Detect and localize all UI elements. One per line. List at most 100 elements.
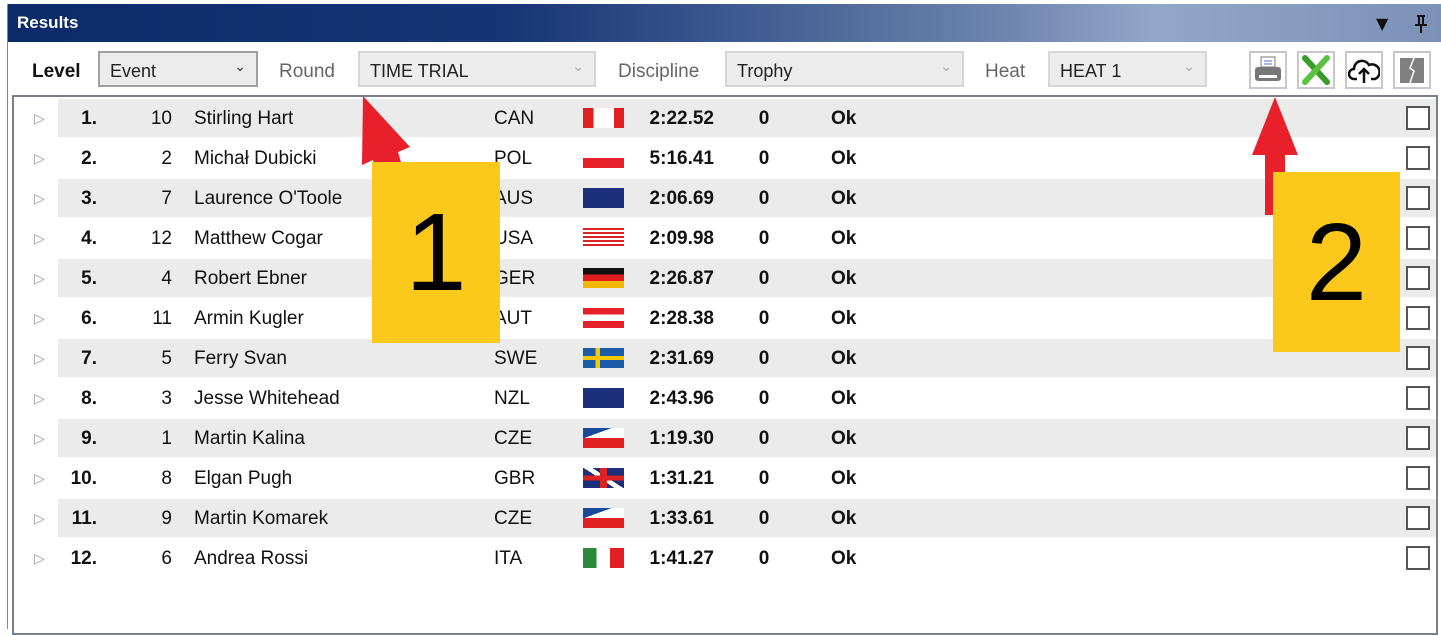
penalty: 0 [758, 188, 770, 209]
country-code: POL [494, 148, 533, 169]
expand-row-icon[interactable]: ▷ [34, 150, 45, 166]
penalty: 0 [758, 308, 770, 329]
excel-icon [1302, 55, 1330, 85]
athlete-name: Elgan Pugh [194, 468, 293, 489]
result-time: 5:16.41 [649, 148, 714, 169]
row-checkbox[interactable] [1406, 346, 1430, 370]
status: Ok [831, 548, 857, 569]
expand-row-icon[interactable]: ▷ [34, 470, 45, 486]
window-title: Results [17, 13, 79, 32]
expand-row-icon[interactable]: ▷ [34, 510, 45, 526]
expand-row-icon[interactable]: ▷ [34, 310, 45, 326]
bib-number: 3 [161, 388, 172, 409]
expand-row-icon[interactable]: ▷ [34, 270, 45, 286]
rank: 9. [81, 428, 97, 449]
penalty: 0 [758, 508, 770, 529]
upload-button[interactable] [1345, 51, 1383, 89]
disconnect-button[interactable] [1393, 51, 1431, 89]
rank: 5. [81, 268, 97, 289]
athlete-name: Ferry Svan [194, 348, 287, 369]
row-checkbox[interactable] [1406, 466, 1430, 490]
cloud-upload-icon [1348, 59, 1380, 83]
row-background [58, 259, 1436, 297]
row-checkbox[interactable] [1406, 386, 1430, 410]
export-excel-button[interactable] [1297, 51, 1335, 89]
dropdown-triangle-icon[interactable]: ▼ [1376, 14, 1389, 33]
country-code: AUT [494, 308, 532, 329]
bib-number: 1 [161, 428, 172, 449]
table-row[interactable]: ▷ 12. 6 Andrea Rossi ITA 1:41.27 0 Ok [14, 538, 1436, 578]
penalty: 0 [758, 348, 770, 369]
table-row[interactable]: ▷ 1. 10 Stirling Hart CAN 2:22.52 0 Ok [14, 98, 1436, 138]
chevron-down-icon: ⌄ [572, 58, 584, 74]
level-dropdown[interactable]: Event ⌄ [98, 51, 258, 87]
athlete-name: Stirling Hart [194, 108, 294, 129]
expand-row-icon[interactable]: ▷ [34, 190, 45, 206]
chevron-down-icon: ⌄ [1183, 58, 1195, 74]
row-checkbox[interactable] [1406, 426, 1430, 450]
table-row[interactable]: ▷ 2. 2 Michał Dubicki POL 5:16.41 0 Ok [14, 138, 1436, 178]
row-checkbox[interactable] [1406, 546, 1430, 570]
table-row[interactable]: ▷ 3. 7 Laurence O'Toole AUS 2:06.69 0 Ok [14, 178, 1436, 218]
table-row[interactable]: ▷ 7. 5 Ferry Svan SWE 2:31.69 0 Ok [14, 338, 1436, 378]
bib-number: 10 [150, 108, 172, 129]
print-button[interactable] [1249, 51, 1287, 89]
country-code: NZL [494, 388, 530, 409]
penalty: 0 [758, 548, 770, 569]
flag-cze-icon [583, 428, 624, 448]
flag-swe-icon [583, 348, 624, 368]
table-row[interactable]: ▷ 9. 1 Martin Kalina CZE 1:19.30 0 Ok [14, 418, 1436, 458]
expand-row-icon[interactable]: ▷ [34, 110, 45, 126]
rank: 1. [81, 108, 97, 129]
annotation-label-2: 2 [1273, 172, 1400, 352]
table-row[interactable]: ▷ 10. 8 Elgan Pugh GBR 1:31.21 0 Ok [14, 458, 1436, 498]
table-row[interactable]: ▷ 4. 12 Matthew Cogar USA 2:09.98 0 Ok [14, 218, 1436, 258]
country-code: GBR [494, 468, 536, 489]
rank: 10. [70, 468, 97, 489]
country-code: USA [494, 228, 534, 249]
bib-number: 9 [161, 508, 172, 529]
bib-number: 6 [161, 548, 172, 569]
pin-icon[interactable] [1413, 14, 1429, 38]
round-dropdown[interactable]: TIME TRIAL ⌄ [358, 51, 596, 87]
athlete-name: Martin Komarek [194, 508, 329, 529]
rank: 12. [70, 548, 97, 569]
penalty: 0 [758, 388, 770, 409]
table-row[interactable]: ▷ 5. 4 Robert Ebner GER 2:26.87 0 Ok [14, 258, 1436, 298]
expand-row-icon[interactable]: ▷ [34, 350, 45, 366]
expand-row-icon[interactable]: ▷ [34, 390, 45, 406]
title-bar: Results ▼ [8, 4, 1441, 42]
heat-dropdown[interactable]: HEAT 1 ⌄ [1048, 51, 1207, 87]
status: Ok [831, 148, 857, 169]
row-checkbox[interactable] [1406, 146, 1430, 170]
row-checkbox[interactable] [1406, 186, 1430, 210]
flag-aus-icon [583, 188, 624, 208]
rank: 7. [81, 348, 97, 369]
chevron-down-icon: ⌄ [940, 58, 952, 74]
bib-number: 5 [161, 348, 172, 369]
row-checkbox[interactable] [1406, 106, 1430, 130]
athlete-name: Armin Kugler [194, 308, 304, 329]
country-code: ITA [494, 548, 523, 569]
rank: 3. [81, 188, 97, 209]
result-time: 2:28.38 [649, 308, 714, 329]
expand-row-icon[interactable]: ▷ [34, 550, 45, 566]
expand-row-icon[interactable]: ▷ [34, 430, 45, 446]
discipline-dropdown[interactable]: Trophy ⌄ [725, 51, 964, 87]
rank: 4. [81, 228, 97, 249]
row-checkbox[interactable] [1406, 226, 1430, 250]
table-row[interactable]: ▷ 11. 9 Martin Komarek CZE 1:33.61 0 Ok [14, 498, 1436, 538]
table-row[interactable]: ▷ 6. 11 Armin Kugler AUT 2:28.38 0 Ok [14, 298, 1436, 338]
expand-row-icon[interactable]: ▷ [34, 230, 45, 246]
chevron-down-icon: ⌄ [234, 58, 246, 74]
athlete-name: Andrea Rossi [194, 548, 309, 569]
rank: 6. [81, 308, 97, 329]
bib-number: 11 [152, 308, 172, 329]
row-checkbox[interactable] [1406, 506, 1430, 530]
status: Ok [831, 468, 857, 489]
result-time: 2:06.69 [649, 188, 714, 209]
row-checkbox[interactable] [1406, 306, 1430, 330]
row-checkbox[interactable] [1406, 266, 1430, 290]
table-row[interactable]: ▷ 8. 3 Jesse Whitehead NZL 2:43.96 0 Ok [14, 378, 1436, 418]
